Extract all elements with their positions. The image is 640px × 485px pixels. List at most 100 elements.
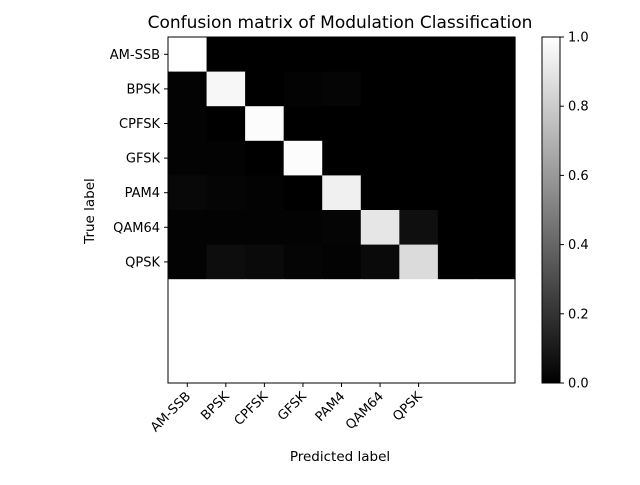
heatmap-cell <box>360 210 400 246</box>
chart-title: Confusion matrix of Modulation Classific… <box>148 13 533 33</box>
heatmap-cell <box>206 348 246 384</box>
heatmap-cell <box>322 313 362 349</box>
heatmap-cell <box>360 279 400 315</box>
x-tick-label: QPSK <box>390 389 426 425</box>
heatmap-cell <box>476 37 516 73</box>
heatmap-cell <box>168 210 208 246</box>
heatmap-cell <box>437 210 478 246</box>
heatmap-cell <box>322 210 362 246</box>
colorbar-tick-label: 0.6 <box>568 169 589 184</box>
heatmap-cell <box>322 37 362 73</box>
heatmap-cell <box>245 37 285 73</box>
heatmap-cell <box>283 106 323 142</box>
heatmap-cell <box>399 140 439 176</box>
colorbar-tick-label: 0.4 <box>568 238 589 253</box>
heatmap-cell <box>322 279 362 315</box>
heatmap-cell <box>206 313 246 349</box>
heatmap-cell <box>245 279 285 315</box>
heatmap-cell <box>283 244 323 280</box>
colorbar-tick-label: 0.8 <box>568 100 589 115</box>
heatmap-cell <box>322 71 362 107</box>
heatmap-cell <box>283 210 323 246</box>
heatmap-cell <box>437 140 478 176</box>
heatmap-cell <box>206 279 246 315</box>
heatmap-cell <box>283 175 323 211</box>
heatmap-cell <box>476 106 516 142</box>
y-tick-label: AM-SSB <box>110 48 160 63</box>
x-tick-label: QAM64 <box>343 389 387 433</box>
heatmap-cell <box>245 71 285 107</box>
heatmap-cell <box>360 71 400 107</box>
heatmap-cell <box>476 210 516 246</box>
heatmap-cell <box>399 348 439 384</box>
heatmap-cell <box>245 348 285 384</box>
heatmap-cell <box>206 106 246 142</box>
x-tick-label: GFSK <box>275 389 310 424</box>
heatmap-cell <box>283 37 323 73</box>
heatmap-cell <box>437 348 478 384</box>
x-tick-label: AM-SSB <box>148 389 194 435</box>
heatmap-cell <box>360 37 400 73</box>
heatmap-cell <box>322 140 362 176</box>
colorbar <box>541 36 561 384</box>
heatmap-cell <box>399 313 439 349</box>
y-tick-label: QPSK <box>125 255 160 270</box>
heatmap-cell <box>322 244 362 280</box>
heatmap-cells <box>168 37 516 384</box>
heatmap-cell <box>437 71 478 107</box>
heatmap-cell <box>399 244 439 280</box>
heatmap-cell <box>399 71 439 107</box>
heatmap-cell <box>437 106 478 142</box>
colorbar-ticks: 0.0 0.2 0.4 0.6 0.8 1.0 <box>560 31 589 392</box>
heatmap-cell <box>168 37 208 73</box>
y-tick-label: GFSK <box>126 152 161 167</box>
heatmap-cell <box>168 244 208 280</box>
y-tick-label: BPSK <box>126 82 160 97</box>
x-tick-label: CPFSK <box>232 389 272 429</box>
heatmap-cell <box>168 140 208 176</box>
heatmap-cell <box>206 37 246 73</box>
heatmap-cell <box>360 348 400 384</box>
x-axis-label: Predicted label <box>290 449 390 465</box>
heatmap-cell <box>360 175 400 211</box>
heatmap-cell <box>283 71 323 107</box>
heatmap-cell <box>360 106 400 142</box>
heatmap-cell <box>437 244 478 280</box>
heatmap-cell <box>206 140 246 176</box>
colorbar-tick-label: 0.2 <box>568 307 589 322</box>
heatmap-cell <box>476 244 516 280</box>
heatmap-cell <box>476 140 516 176</box>
heatmap-cell <box>322 175 362 211</box>
y-tick-label: PAM4 <box>125 186 160 201</box>
y-axis-ticks: AM-SSB BPSK CPFSK GFSK PAM4 QAM64 QPSK <box>110 48 168 270</box>
heatmap-cell <box>206 71 246 107</box>
heatmap-cell <box>283 313 323 349</box>
heatmap-cell <box>360 244 400 280</box>
heatmap-cell <box>360 313 400 349</box>
heatmap-cell <box>168 348 208 384</box>
heatmap-cell <box>437 313 478 349</box>
heatmap-cell <box>168 71 208 107</box>
heatmap-cell <box>245 140 285 176</box>
y-tick-label: CPFSK <box>119 117 160 132</box>
heatmap-cell <box>476 279 516 315</box>
y-tick-label: QAM64 <box>113 221 160 236</box>
heatmap-cell <box>168 313 208 349</box>
heatmap-cell <box>399 279 439 315</box>
heatmap-cell <box>168 106 208 142</box>
heatmap-cell <box>206 210 246 246</box>
heatmap-cell <box>476 313 516 349</box>
heatmap-cell <box>399 210 439 246</box>
heatmap-cell <box>322 106 362 142</box>
heatmap-cell <box>360 140 400 176</box>
heatmap-cell <box>476 348 516 384</box>
heatmap-cell <box>245 106 285 142</box>
heatmap-cell <box>206 244 246 280</box>
heatmap-cell <box>476 71 516 107</box>
x-tick-label: PAM4 <box>313 389 349 425</box>
y-axis-label: True label <box>82 178 98 245</box>
heatmap-cell <box>168 175 208 211</box>
x-tick-label: BPSK <box>198 389 233 424</box>
colorbar-tick-label: 0.0 <box>568 377 589 392</box>
